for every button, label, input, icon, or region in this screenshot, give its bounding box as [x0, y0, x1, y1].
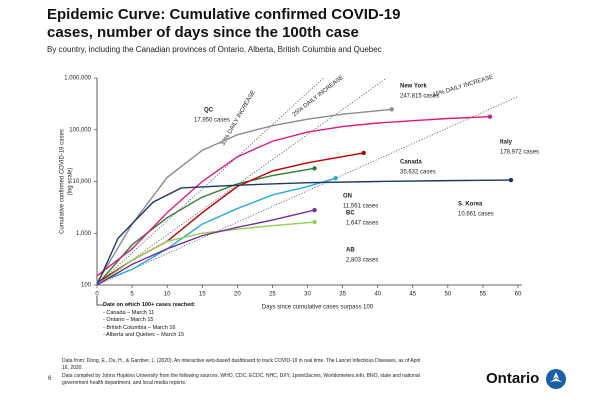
- growth-line-label: 25% DAILY INCREASE: [292, 75, 345, 118]
- series-line: [96, 177, 336, 284]
- source-text: Data compiled by Johns Hopkins Universit…: [62, 373, 420, 386]
- series-line: [96, 115, 490, 277]
- x-tick-label: 60: [515, 292, 522, 298]
- series-name: Canada: [400, 160, 422, 166]
- y-tick-label: 100,000: [69, 127, 91, 133]
- x-tick-label: 5: [130, 292, 134, 298]
- x-tick-label: 50: [444, 292, 451, 298]
- series-end-label: 1,647 cases: [346, 221, 378, 227]
- notes-item: - Ontario – March 15: [103, 317, 154, 323]
- end-marker: [312, 219, 317, 225]
- x-tick-label: 15: [199, 292, 206, 298]
- series-line: [96, 179, 511, 286]
- sources: Data from: Dong, E., Du, H., & Gardner, …: [62, 358, 422, 388]
- chart-subtitle: By country, including the Canadian provi…: [47, 45, 382, 54]
- x-tick-label: 30: [304, 292, 311, 298]
- growth-line-label: 15% DAILY INCREASE: [432, 75, 494, 99]
- series-end-label: 35,632 cases: [400, 170, 436, 176]
- series-end-label: 247,815 cases: [400, 94, 439, 100]
- y-axis-label: Cumulative confirmed COVID-19 cases: [60, 129, 66, 234]
- series-end-label: 11,561 cases: [343, 204, 378, 210]
- notes: Date on which 100+ cases reached: - Cana…: [103, 302, 195, 340]
- series-name: New York: [400, 84, 427, 90]
- note-arrow: [96, 296, 103, 306]
- end-marker: [389, 107, 394, 112]
- page-number: 6: [48, 376, 52, 382]
- series-line: [96, 167, 315, 286]
- x-tick-label: 25: [269, 292, 276, 298]
- end-marker: [487, 114, 493, 119]
- y-tick-label: 1,000: [76, 231, 92, 237]
- notes-item: - British Columbia – March 16: [103, 324, 176, 331]
- x-tick-label: 40: [374, 292, 381, 298]
- series-name: QC: [204, 108, 214, 114]
- series-name: AB: [346, 248, 355, 254]
- x-tick-label: 35: [339, 292, 346, 298]
- series-end-label: 178,972 cases: [500, 150, 539, 156]
- y-tick-label: 100: [81, 283, 92, 289]
- end-marker: [312, 207, 317, 213]
- x-tick-label: 10: [164, 292, 171, 298]
- notes-heading: Date on which 100+ cases reached:: [103, 302, 196, 308]
- series-name: Italy: [500, 140, 513, 146]
- notes-item: - Alberta and Quebec – March 15: [103, 332, 185, 338]
- x-tick-label: 45: [409, 292, 416, 298]
- series-line: [96, 221, 315, 286]
- y-axis-label: (log scale): [68, 168, 74, 196]
- notes-item: - Canada – March 11: [103, 309, 155, 316]
- end-marker: [333, 176, 338, 181]
- x-axis-label: Days since cumulative cases surpass 100: [262, 305, 374, 311]
- series-line: [96, 108, 392, 284]
- end-marker: [312, 166, 317, 171]
- end-marker: [508, 177, 514, 183]
- series-end-label: 17,950 cases: [194, 118, 230, 124]
- chart: 100 1,000 10,000 100,000 1,000,000 0 5 10 15 20 25…: [60, 75, 539, 311]
- growth-line: [96, 77, 387, 286]
- y-tick-label: 1,000,000: [64, 76, 91, 82]
- logo: Ontario: [486, 370, 540, 387]
- series-name: S. Korea: [458, 202, 483, 208]
- series-name: BC: [346, 211, 355, 217]
- series-name: ON: [343, 194, 352, 200]
- x-tick-label: 55: [480, 292, 487, 298]
- source-text: Data from: Dong, E., Du, H., & Gardner, …: [62, 358, 421, 371]
- growth-line: [96, 96, 519, 286]
- y-tick-label: 10,000: [73, 179, 92, 185]
- series-line: [96, 209, 315, 286]
- end-marker: [361, 150, 366, 156]
- chart-title: Epidemic Curve: Cumulative confirmed COV…: [47, 6, 401, 41]
- series-end-label: 2,803 cases: [346, 258, 378, 264]
- x-tick-label: 20: [234, 292, 241, 298]
- logo-icon: [546, 369, 566, 389]
- series-end-label: 10,661 cases: [458, 212, 494, 218]
- growth-line: [96, 77, 324, 286]
- x-tick-label: 0: [95, 292, 99, 298]
